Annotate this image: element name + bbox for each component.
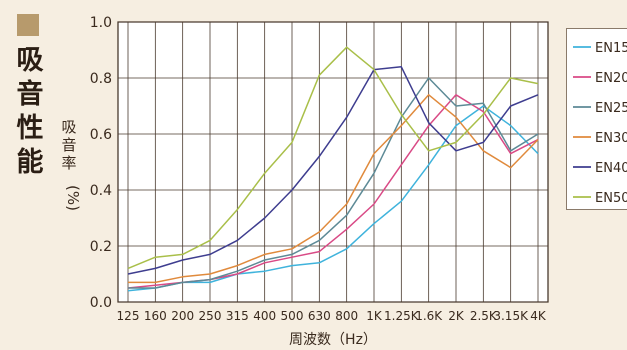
x-tick-label: 3.15K <box>493 309 529 323</box>
x-tick-label: 250 <box>199 309 222 323</box>
y-tick-label: 0.8 <box>90 71 112 87</box>
x-tick-label: 1.6K <box>415 309 443 323</box>
legend: EN15 EN20 EN25 EN30 EN40 EN50 <box>566 28 627 210</box>
x-tick-label: 500 <box>281 309 304 323</box>
x-tick-label: 2K <box>448 309 465 323</box>
y-tick-label: 1.0 <box>90 15 112 31</box>
x-tick-label: 200 <box>171 309 194 323</box>
x-tick-label: 630 <box>308 309 331 323</box>
x-tick-label: 800 <box>335 309 358 323</box>
x-tick-label: 315 <box>226 309 249 323</box>
legend-label: EN50 <box>595 191 627 206</box>
legend-label: EN20 <box>595 71 627 86</box>
legend-label: EN30 <box>595 131 627 146</box>
x-axis-label: 周波数（Hz） <box>289 332 377 348</box>
y-tick-label: 0.0 <box>90 295 112 311</box>
x-tick-label: 4K <box>530 309 547 323</box>
y-tick-label: 0.6 <box>90 127 112 143</box>
y-ticks: 0.0 0.2 0.4 0.6 0.8 1.0 <box>90 15 112 311</box>
legend-label: EN25 <box>595 101 627 116</box>
y-tick-label: 0.4 <box>90 183 112 199</box>
x-tick-label: 125 <box>117 309 140 323</box>
x-tick-label: 400 <box>253 309 276 323</box>
x-tick-label: 160 <box>144 309 167 323</box>
y-tick-label: 0.2 <box>90 239 112 255</box>
legend-label: EN40 <box>595 161 627 176</box>
x-tick-label: 1K <box>366 309 383 323</box>
legend-label: EN15 <box>595 41 627 56</box>
